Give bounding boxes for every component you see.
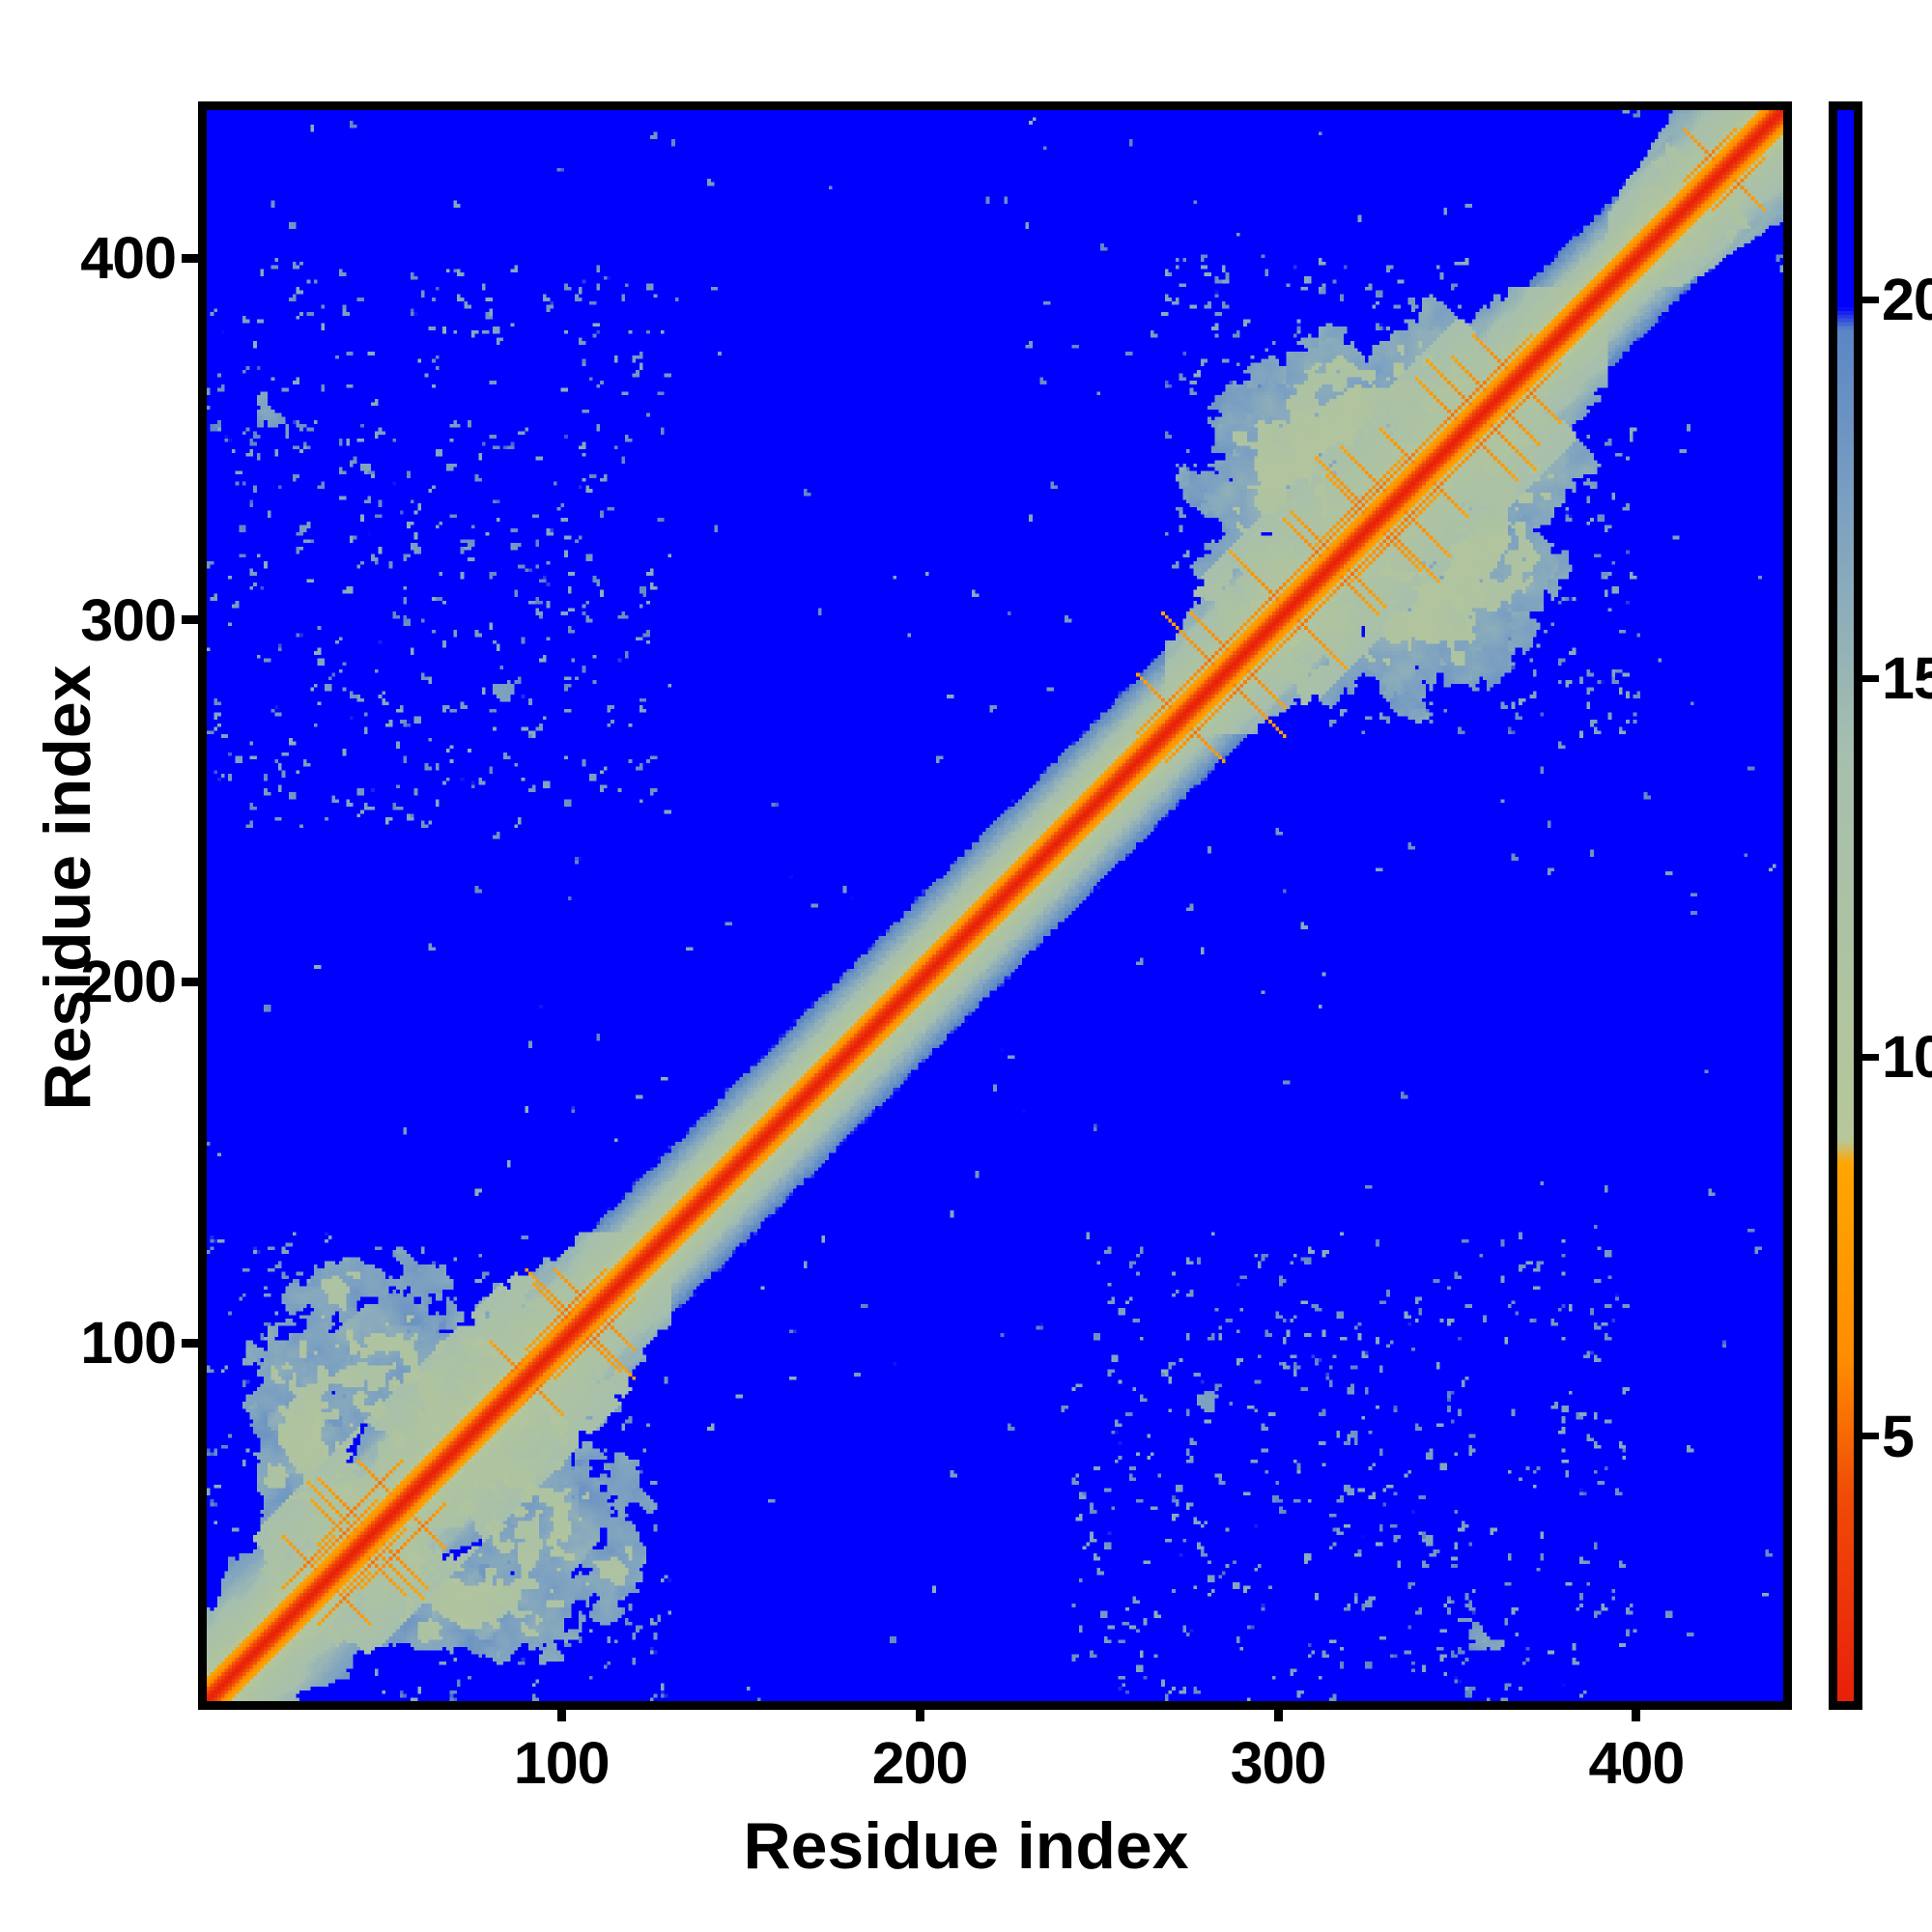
- colorbar-gradient-canvas: [1837, 110, 1854, 1701]
- y-tick-mark: [182, 253, 201, 263]
- colorbar-tick-mark: [1862, 1433, 1879, 1439]
- y-tick-mark: [182, 977, 201, 986]
- x-tick-label-200: 200: [871, 1730, 969, 1796]
- y-axis-title: Residue index: [31, 665, 104, 1111]
- heatmap-plot-area: [198, 101, 1792, 1710]
- y-tick-label-100: 100: [80, 1310, 177, 1377]
- colorbar-label-5: 5: [1882, 1403, 1915, 1469]
- x-tick-label-300: 300: [1230, 1730, 1327, 1796]
- colorbar: [1829, 101, 1862, 1710]
- x-tick-mark: [915, 1702, 924, 1721]
- x-tick-label-100: 100: [513, 1730, 611, 1796]
- x-tick-mark: [556, 1702, 566, 1721]
- y-tick-label-300: 300: [80, 586, 177, 653]
- colorbar-label-20: 20: [1882, 267, 1932, 333]
- contact-map-canvas: [207, 110, 1783, 1701]
- y-tick-mark: [182, 615, 201, 625]
- colorbar-label-10: 10: [1882, 1024, 1932, 1091]
- colorbar-tick-mark: [1862, 1053, 1879, 1061]
- y-tick-mark: [182, 1338, 201, 1348]
- y-axis-title-wrapper: Residue index: [0, 0, 116, 1835]
- x-tick-mark: [1273, 1702, 1283, 1721]
- colorbar-tick-mark: [1862, 296, 1879, 303]
- y-tick-label-200: 200: [80, 949, 177, 1015]
- colorbar-tick-mark: [1862, 674, 1879, 682]
- x-axis-title: Residue index: [743, 1809, 1189, 1883]
- x-tick-label-400: 400: [1588, 1730, 1686, 1796]
- x-tick-mark: [1632, 1702, 1641, 1721]
- y-tick-label-400: 400: [80, 225, 177, 292]
- colorbar-label-15: 15: [1882, 645, 1932, 712]
